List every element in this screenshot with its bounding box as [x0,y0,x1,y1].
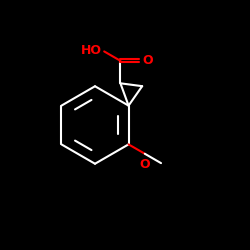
Text: HO: HO [81,44,102,57]
Text: O: O [142,54,153,67]
Text: O: O [140,158,150,170]
